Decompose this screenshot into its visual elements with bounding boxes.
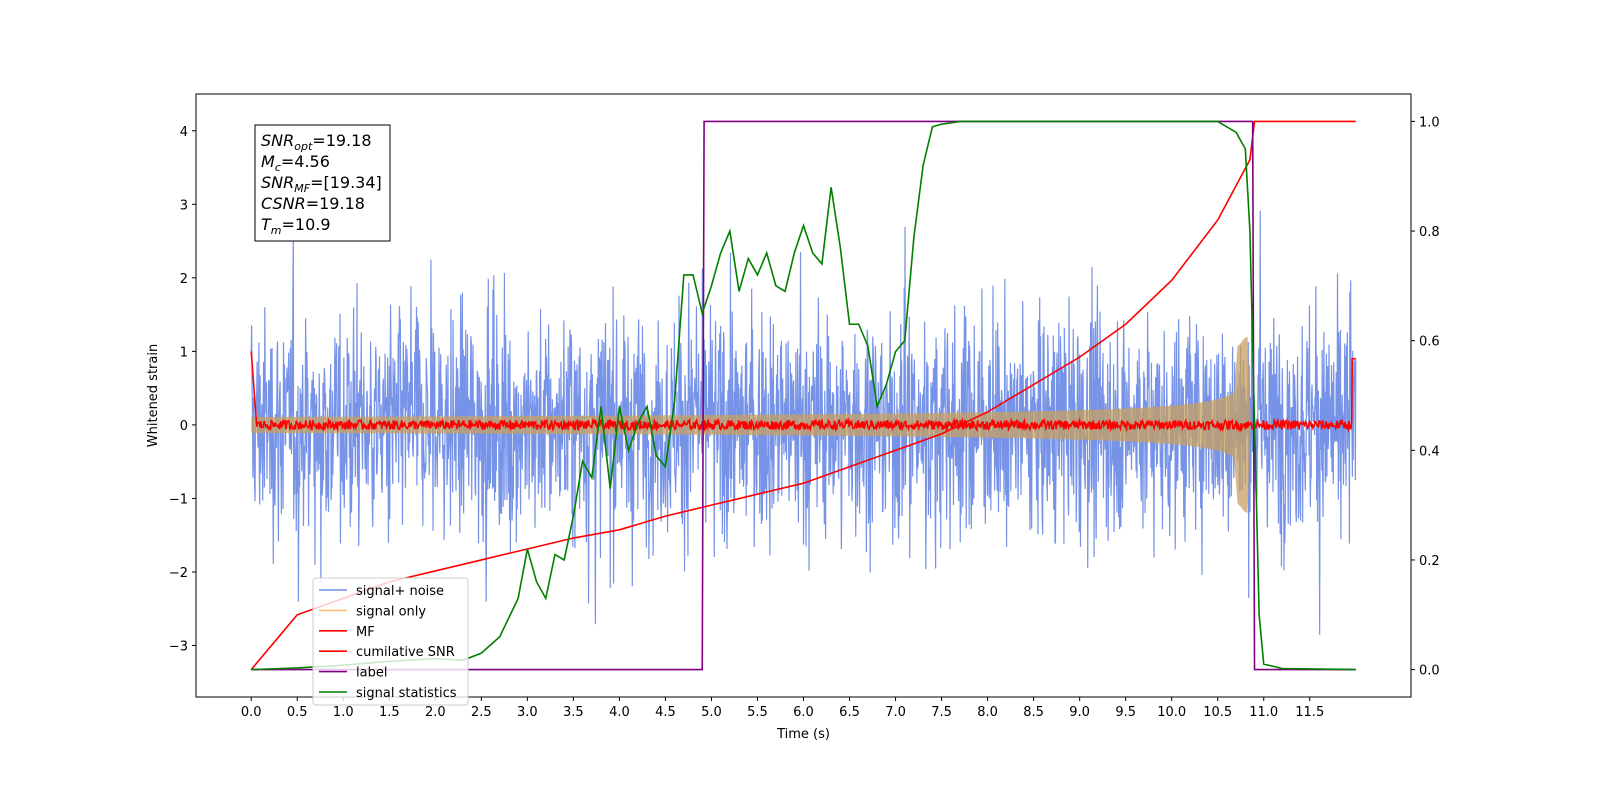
- legend-label: label: [356, 666, 387, 681]
- x-tick-label: 5.5: [747, 705, 768, 720]
- stats-box: SNRopt=19.18Mc=4.56SNRMF=[19.34]CSNR=19.…: [254, 124, 391, 242]
- y-tick-label-left: −2: [169, 566, 188, 581]
- x-tick-label: 4.0: [609, 705, 630, 720]
- legend-label: signal statistics: [356, 686, 457, 701]
- x-tick-label: 9.5: [1115, 705, 1136, 720]
- stats-box-line: SNRopt=19.18: [261, 131, 372, 153]
- y-tick-label-left: −3: [169, 640, 188, 655]
- x-tick-label: 8.0: [977, 705, 998, 720]
- x-tick-label: 7.5: [931, 705, 952, 720]
- stats-box-line: Mc=4.56: [261, 152, 330, 174]
- x-tick-label: 11.0: [1249, 705, 1278, 720]
- x-tick-label: 10.5: [1203, 705, 1232, 720]
- y-tick-label-right: 0.2: [1419, 554, 1440, 569]
- x-tick-label: 5.0: [701, 705, 722, 720]
- stats-box-line: Tm=10.9: [261, 215, 331, 237]
- stats-box-line: CSNR=19.18: [261, 194, 365, 213]
- y-axis-label: Whitened strain: [146, 344, 161, 447]
- legend-label: MF: [356, 625, 375, 640]
- x-tick-label: 6.0: [793, 705, 814, 720]
- x-tick-label: 3.0: [517, 705, 538, 720]
- y-axis-left: −3 −2 −1 0 1 2 3 4: [169, 125, 196, 655]
- y-tick-label-left: 2: [180, 272, 188, 287]
- x-tick-label: 0.5: [287, 705, 308, 720]
- x-tick-label: 2.5: [471, 705, 492, 720]
- x-tick-label: 10.0: [1157, 705, 1186, 720]
- y-tick-label-right: 0.8: [1419, 225, 1440, 240]
- y-tick-label-left: −1: [169, 492, 188, 507]
- legend-frame: [312, 577, 469, 706]
- legend: signal+ noise signal only MF cumilative SNR…: [312, 577, 469, 706]
- x-tick-label: 0.0: [241, 705, 262, 720]
- plot-area: [250, 120, 1357, 671]
- series-mf: [250, 351, 1356, 433]
- x-tick-label: 1.5: [379, 705, 400, 720]
- x-axis: 0.0 0.5 1.0 1.5 2.0 2.5 3.0 3.5 4.0 4.5 5.0 5.5 6.0 6…: [241, 697, 1324, 720]
- y-tick-label-left: 4: [180, 125, 188, 140]
- y-axis-right: 0.0 0.2 0.4 0.6 0.8 1.0: [1411, 115, 1440, 679]
- y-tick-label-left: 1: [180, 345, 188, 360]
- y-tick-label-right: 0.4: [1419, 444, 1440, 459]
- stats-box-frame: [254, 124, 391, 242]
- y-tick-label-left: 0: [180, 419, 188, 434]
- legend-label: cumilative SNR: [356, 645, 455, 660]
- x-tick-label: 6.5: [839, 705, 860, 720]
- y-tick-label-right: 1.0: [1419, 115, 1440, 130]
- stats-box-line: SNRMF=[19.34]: [261, 173, 382, 195]
- x-tick-label: 2.0: [425, 705, 446, 720]
- x-axis-label: Time (s): [776, 727, 830, 742]
- x-tick-label: 9.0: [1069, 705, 1090, 720]
- x-tick-label: 7.0: [885, 705, 906, 720]
- legend-label: signal only: [356, 604, 426, 619]
- x-tick-label: 11.5: [1295, 705, 1324, 720]
- y-tick-label-right: 0.0: [1419, 664, 1440, 679]
- legend-label: signal+ noise: [356, 584, 444, 599]
- series-cumilative-snr: [250, 120, 1356, 671]
- x-tick-label: 4.5: [655, 705, 676, 720]
- x-tick-label: 3.5: [563, 705, 584, 720]
- x-tick-label: 1.0: [333, 705, 354, 720]
- x-tick-label: 8.5: [1023, 705, 1044, 720]
- y-tick-label-left: 3: [180, 198, 188, 213]
- series-signal-statistics: [251, 120, 1356, 671]
- y-tick-label-right: 0.6: [1419, 335, 1440, 350]
